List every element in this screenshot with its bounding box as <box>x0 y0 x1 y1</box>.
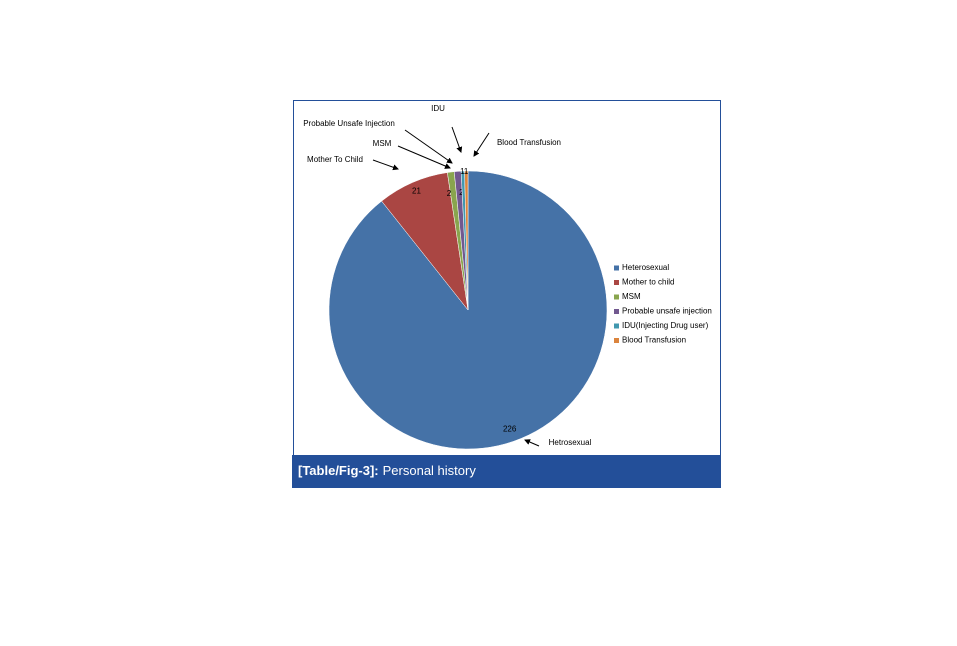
legend-label: Mother to child <box>622 278 674 287</box>
annotation: Probable Unsafe Injection <box>303 119 395 128</box>
annotation-arrow <box>524 439 540 447</box>
annotation-arrow <box>397 145 451 169</box>
annotation-arrow <box>473 132 490 157</box>
annotation: Mother To Child <box>307 155 363 164</box>
legend-label: Blood Transfusion <box>622 336 686 345</box>
legend-label: Heterosexual <box>622 263 669 272</box>
legend-marker <box>614 265 619 271</box>
annotation-arrow <box>372 159 399 171</box>
legend-marker <box>614 309 619 314</box>
annotation: Blood Transfusion <box>497 138 561 147</box>
caption-label: [Table/Fig-3]: <box>298 463 379 478</box>
annotation-arrow <box>451 126 463 153</box>
legend-marker <box>614 294 619 300</box>
annotation: MSM <box>373 139 392 148</box>
legend-marker <box>614 280 619 285</box>
legend-marker <box>614 323 619 329</box>
data-label: 2 <box>459 188 464 197</box>
legend-label: Probable unsafe injection <box>622 307 712 316</box>
legend-label: IDU(Injecting Drug user) <box>622 321 709 330</box>
data-label: 1 <box>460 167 465 176</box>
caption-bar <box>292 455 721 488</box>
pie-slice <box>464 170 469 311</box>
data-label: 21 <box>412 187 421 196</box>
annotation: Hetrosexual <box>549 438 592 447</box>
caption-text: Personal history <box>383 463 477 478</box>
data-label: 1 <box>464 167 469 176</box>
legend-marker <box>614 338 619 343</box>
annotation-arrow <box>404 129 453 164</box>
data-label: 2 <box>447 189 452 198</box>
annotation: IDU <box>431 104 445 113</box>
caption: [Table/Fig-3]: Personal history <box>298 463 476 478</box>
legend-label: MSM <box>622 292 641 301</box>
data-label: 226 <box>503 425 517 434</box>
